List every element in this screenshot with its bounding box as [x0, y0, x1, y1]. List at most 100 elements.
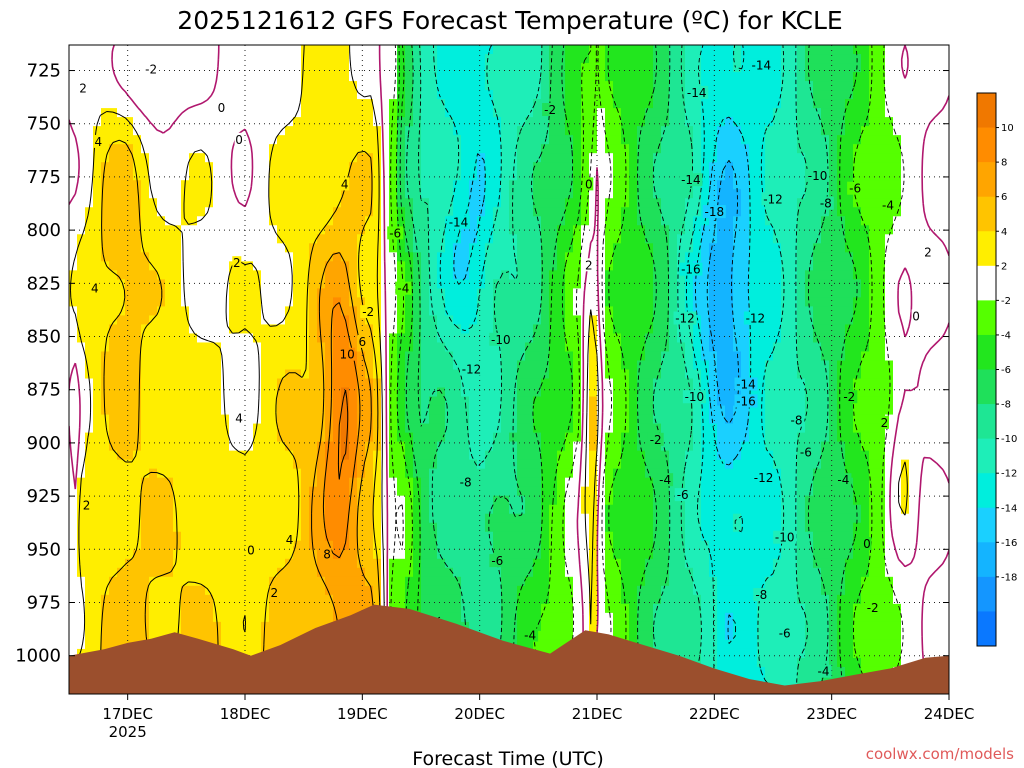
field-cell [253, 514, 262, 524]
field-cell [549, 586, 558, 596]
field-cell [341, 595, 350, 605]
field-cell [213, 270, 222, 280]
field-cell [549, 388, 558, 398]
field-cell [125, 351, 134, 361]
field-cell [301, 577, 310, 587]
field-cell [213, 550, 222, 560]
field-cell [293, 279, 302, 289]
field-cell [85, 315, 94, 325]
field-cell [253, 63, 262, 73]
field-cell [613, 487, 622, 497]
field-cell [69, 153, 78, 163]
field-cell [93, 568, 102, 578]
field-cell [277, 342, 286, 352]
field-cell [197, 117, 206, 127]
field-cell [461, 306, 470, 316]
field-cell [301, 442, 310, 452]
field-cell [565, 198, 574, 208]
field-cell [477, 460, 486, 470]
field-cell [485, 595, 494, 605]
field-cell [437, 351, 446, 361]
field-cell [573, 207, 582, 217]
field-cell [509, 297, 518, 307]
field-cell [253, 45, 262, 55]
field-cell [557, 360, 566, 370]
field-cell [261, 135, 270, 145]
field-cell [229, 90, 238, 100]
chart-title: 2025121612 GFS Forecast Temperature (ºC)… [177, 6, 842, 35]
field-cell [485, 397, 494, 407]
field-cell [541, 342, 550, 352]
field-cell [189, 433, 198, 443]
field-cell [341, 216, 350, 226]
field-cell [213, 90, 222, 100]
field-cell [501, 631, 510, 641]
field-cell [437, 370, 446, 380]
field-cell [149, 144, 158, 154]
field-cell [573, 496, 582, 506]
field-cell [173, 153, 182, 163]
field-cell [221, 81, 230, 91]
field-cell [277, 406, 286, 416]
field-cell [525, 424, 534, 434]
field-cell [509, 72, 518, 82]
field-cell [453, 288, 462, 298]
field-cell [549, 279, 558, 289]
field-cell [181, 478, 190, 488]
field-cell [613, 126, 622, 136]
field-cell [373, 207, 382, 217]
field-cell [429, 379, 438, 389]
field-cell [549, 442, 558, 452]
field-cell [213, 207, 222, 217]
field-cell [541, 460, 550, 470]
field-cell [189, 505, 198, 515]
field-cell [253, 460, 262, 470]
field-cell [397, 306, 406, 316]
field-cell [549, 433, 558, 443]
field-cell [333, 370, 342, 380]
field-cell [365, 424, 374, 434]
field-cell [477, 171, 486, 181]
field-cell [205, 207, 214, 217]
field-cell [533, 171, 542, 181]
field-cell [165, 469, 174, 479]
field-cell [93, 595, 102, 605]
field-cell [589, 379, 598, 389]
field-cell [125, 270, 134, 280]
field-cell [525, 54, 534, 64]
field-cell [133, 117, 142, 127]
field-cell [613, 306, 622, 316]
field-cell [133, 604, 142, 614]
field-cell [549, 514, 558, 524]
field-cell [101, 550, 110, 560]
field-cell [389, 198, 398, 208]
field-cell [173, 469, 182, 479]
field-cell [197, 460, 206, 470]
field-cell [477, 54, 486, 64]
field-cell [165, 460, 174, 470]
field-cell [453, 99, 462, 109]
field-cell [549, 631, 558, 641]
field-cell [213, 360, 222, 370]
field-cell [389, 370, 398, 380]
field-cell [429, 370, 438, 380]
field-cell [549, 306, 558, 316]
field-cell [189, 487, 198, 497]
field-cell [437, 126, 446, 136]
field-cell [437, 261, 446, 271]
field-cell [69, 171, 78, 181]
field-cell [501, 315, 510, 325]
field-cell [557, 144, 566, 154]
field-cell [349, 523, 358, 533]
field-cell [101, 568, 110, 578]
field-cell [221, 54, 230, 64]
field-cell [69, 45, 78, 55]
field-cell [93, 550, 102, 560]
field-cell [109, 433, 118, 443]
field-cell [605, 99, 614, 109]
field-cell [237, 505, 246, 515]
field-cell [437, 460, 446, 470]
field-cell [429, 469, 438, 479]
field-cell [549, 415, 558, 425]
field-cell [413, 135, 422, 145]
